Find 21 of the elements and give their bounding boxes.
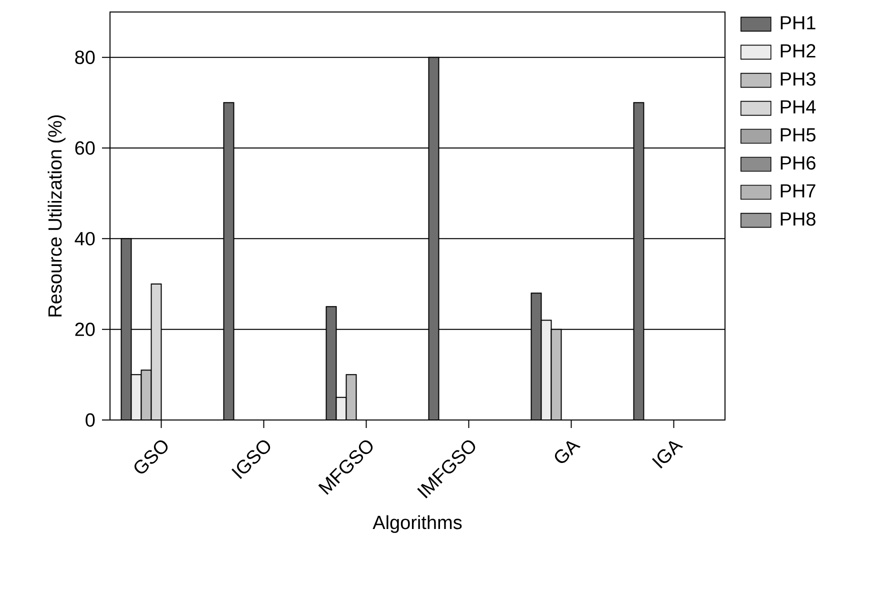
legend-label: PH1 <box>780 16 816 30</box>
legend-label: PH2 <box>780 44 816 58</box>
bar <box>428 56 440 420</box>
y-tick-label: 80 <box>75 50 95 64</box>
x-axis-title: Algorithms <box>372 515 462 533</box>
legend-label: PH3 <box>780 72 816 86</box>
x-tick-label: GA <box>554 441 581 463</box>
legend-label: PH5 <box>780 128 816 142</box>
bar <box>633 102 644 420</box>
legend-label: PH7 <box>780 184 816 198</box>
y-tick-label: 20 <box>75 322 95 336</box>
legend-label: PH4 <box>780 100 816 114</box>
y-tick-label: 40 <box>74 232 95 246</box>
bar <box>223 102 234 420</box>
bar <box>120 238 132 420</box>
x-tick-label: IGA <box>652 441 684 469</box>
y-tick-label: 0 <box>86 413 95 427</box>
y-axis-title: Resource Utilization (%) <box>48 115 66 316</box>
legend-label: PH6 <box>780 156 816 170</box>
y-tick-label: 60 <box>75 141 95 155</box>
legend-label: PH8 <box>780 212 816 226</box>
